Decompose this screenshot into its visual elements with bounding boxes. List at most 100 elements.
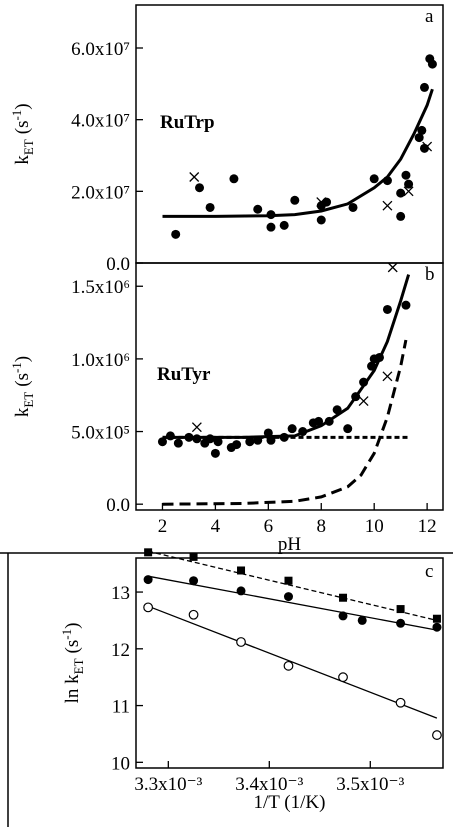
y-axis-label-part: -1 [9, 110, 24, 121]
data-point [369, 174, 379, 184]
y-axis-label: ln kET (s-1) [59, 623, 86, 704]
y-tick-label: 2.0x10⁷ [71, 182, 130, 203]
y-tick-label: 5.0x10⁵ [71, 423, 130, 444]
y-tick-label: 1.5x10⁶ [71, 277, 130, 298]
x-tick-label: 12 [418, 516, 437, 537]
y-axis-label-part: ET [21, 139, 36, 155]
plot-frame [135, 557, 444, 769]
y-axis-label-part: k [12, 407, 33, 417]
data-point [395, 697, 406, 708]
y-axis-label-part: -1 [9, 362, 24, 373]
data-point [404, 179, 414, 189]
data-point [290, 195, 300, 205]
data-point [253, 204, 263, 214]
y-axis-label-part: (s [12, 373, 33, 387]
x-axis-label: 1/T (1/K) [254, 792, 326, 813]
data-point [382, 371, 393, 382]
fit-line [147, 575, 438, 631]
y-axis-label-part: (s [12, 121, 33, 135]
y-axis-label-part: ) [12, 103, 33, 109]
y-tick-label: 11 [112, 697, 130, 718]
data-point [343, 424, 353, 434]
y-axis-label-part: (s [62, 640, 83, 654]
data-point [205, 202, 215, 212]
data-point [419, 82, 429, 92]
y-tick-label: 0.0 [106, 495, 130, 516]
x-tick-label: 2 [158, 516, 168, 537]
data-point [414, 133, 424, 143]
y-axis-label-part: k [12, 155, 33, 165]
data-point [143, 575, 153, 585]
x-tick-label: 3.5x10⁻³ [336, 774, 404, 795]
y-axis-label-part: ET [21, 392, 36, 408]
fit-line [147, 550, 438, 622]
data-point [189, 552, 198, 561]
data-point [422, 141, 433, 152]
data-point [173, 438, 183, 448]
y-tick-label: 1.0x10⁶ [71, 350, 130, 371]
data-point [427, 59, 437, 69]
data-point [401, 170, 411, 180]
data-point [229, 174, 239, 184]
data-point [387, 262, 398, 273]
fit-line [147, 605, 438, 719]
data-point [432, 730, 442, 740]
data-point [316, 197, 327, 208]
data-point [396, 211, 406, 221]
x-tick-label: 4 [211, 516, 221, 537]
data-point [284, 576, 293, 585]
y-tick-label: 0.0 [106, 254, 130, 275]
y-tick-label: 10 [111, 753, 130, 774]
x-tick-label: 10 [365, 516, 384, 537]
y-axis-label-part: ln k [62, 674, 83, 704]
data-point [357, 615, 367, 625]
data-point [157, 437, 167, 447]
x-tick-label: 3.4x10⁻³ [235, 774, 303, 795]
data-point [143, 602, 154, 613]
data-point [245, 437, 255, 447]
y-tick-label: 6.0x10⁷ [71, 39, 130, 60]
data-point [283, 660, 294, 671]
panel-label: a [425, 6, 434, 27]
data-point [287, 424, 297, 434]
y-axis-label-part: ) [12, 356, 33, 362]
data-point [432, 614, 441, 623]
data-point [348, 202, 358, 212]
data-point [338, 672, 348, 683]
data-point [396, 618, 406, 628]
data-point [191, 422, 202, 433]
data-point [322, 197, 332, 207]
plot-frame [135, 262, 444, 511]
data-point [279, 220, 289, 230]
data-point [382, 200, 393, 211]
data-point [401, 300, 411, 310]
x-tick-label: 3.3x10⁻³ [134, 774, 202, 795]
data-point [266, 222, 276, 232]
data-point [432, 622, 442, 632]
data-point [210, 448, 220, 458]
x-tick-label: 6 [264, 516, 274, 537]
data-point [188, 609, 199, 620]
data-point [417, 125, 427, 135]
data-point [403, 186, 414, 197]
data-point [283, 592, 293, 602]
data-point [189, 172, 200, 182]
data-point [358, 396, 369, 406]
y-axis-label: kET (s-1) [9, 356, 36, 417]
x-tick-label: 8 [317, 516, 327, 537]
data-point [232, 440, 242, 450]
annotation: RuTrp [160, 112, 215, 133]
x-axis-label: pH [278, 534, 302, 555]
data-point [237, 566, 246, 575]
data-point [314, 416, 324, 426]
y-axis-label-part: ET [71, 658, 86, 674]
data-point [189, 576, 199, 586]
data-point [396, 188, 406, 198]
data-point [338, 611, 348, 621]
y-axis-label-part: -1 [59, 629, 74, 640]
plot-frame [135, 4, 444, 264]
y-axis-label: kET (s-1) [9, 103, 36, 164]
data-point [195, 183, 205, 193]
data-point [171, 229, 181, 239]
